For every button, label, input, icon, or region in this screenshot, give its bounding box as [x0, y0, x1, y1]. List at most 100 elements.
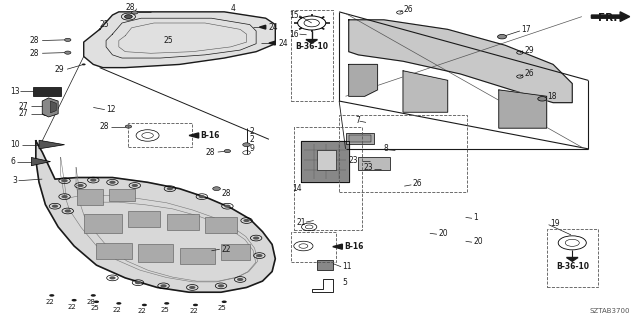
Text: 15: 15	[289, 11, 299, 20]
Circle shape	[65, 38, 71, 42]
Text: 28: 28	[100, 122, 109, 131]
Polygon shape	[84, 214, 122, 233]
Circle shape	[45, 113, 49, 115]
Text: 22: 22	[189, 308, 198, 314]
Text: FR.: FR.	[598, 13, 617, 23]
Text: 22: 22	[45, 299, 54, 305]
Bar	[317, 150, 336, 170]
Polygon shape	[138, 244, 173, 262]
Circle shape	[61, 179, 68, 182]
Text: 21: 21	[296, 218, 306, 227]
Circle shape	[61, 195, 68, 198]
Text: 22: 22	[221, 245, 230, 254]
Text: 13: 13	[10, 87, 20, 96]
Polygon shape	[333, 244, 342, 249]
Text: 8: 8	[384, 144, 388, 153]
Text: 20: 20	[473, 237, 483, 246]
Text: 10: 10	[10, 140, 20, 149]
Circle shape	[77, 184, 84, 187]
Bar	[129, 123, 192, 147]
Bar	[291, 232, 336, 262]
Text: 23: 23	[349, 156, 358, 164]
Polygon shape	[33, 87, 61, 96]
Text: 24: 24	[278, 39, 288, 48]
Text: 12: 12	[106, 105, 116, 114]
Text: 2: 2	[250, 135, 255, 144]
Circle shape	[82, 63, 86, 65]
Circle shape	[212, 187, 220, 191]
Text: 22: 22	[113, 307, 121, 313]
Polygon shape	[109, 189, 135, 201]
Polygon shape	[84, 12, 275, 68]
Text: 28: 28	[125, 3, 135, 12]
Circle shape	[253, 236, 259, 240]
Circle shape	[65, 209, 71, 212]
Circle shape	[91, 294, 96, 297]
Circle shape	[65, 51, 71, 54]
Circle shape	[109, 181, 116, 184]
Circle shape	[538, 97, 547, 101]
Bar	[547, 228, 598, 287]
Circle shape	[497, 35, 506, 39]
Text: 29: 29	[55, 65, 65, 74]
Circle shape	[221, 300, 227, 303]
Polygon shape	[179, 248, 214, 264]
Text: 26: 26	[403, 5, 413, 14]
Polygon shape	[205, 217, 237, 233]
Bar	[349, 134, 371, 142]
Text: 29: 29	[524, 45, 534, 55]
Bar	[317, 260, 333, 270]
Text: 25: 25	[90, 305, 99, 311]
Circle shape	[224, 149, 230, 153]
Circle shape	[224, 204, 230, 208]
Text: 20: 20	[438, 229, 448, 238]
Text: 7: 7	[355, 116, 360, 125]
Text: 28: 28	[205, 148, 214, 156]
Text: 26: 26	[413, 180, 422, 188]
Circle shape	[132, 11, 138, 14]
Text: B-36-10: B-36-10	[295, 42, 328, 52]
Text: 25: 25	[164, 36, 173, 45]
Polygon shape	[499, 90, 547, 128]
Circle shape	[45, 106, 49, 108]
Text: 19: 19	[550, 219, 559, 228]
Bar	[339, 116, 467, 192]
Bar	[291, 10, 333, 101]
Circle shape	[125, 15, 132, 19]
Polygon shape	[42, 98, 58, 117]
Circle shape	[109, 276, 116, 279]
Circle shape	[164, 302, 170, 305]
Polygon shape	[566, 258, 578, 261]
Bar	[294, 126, 362, 230]
Polygon shape	[167, 214, 198, 230]
Text: 28: 28	[29, 49, 39, 58]
Circle shape	[52, 204, 58, 208]
Polygon shape	[97, 243, 132, 259]
Circle shape	[218, 284, 224, 287]
Polygon shape	[36, 141, 275, 292]
Text: 25: 25	[100, 20, 109, 29]
Bar	[346, 133, 374, 144]
Polygon shape	[31, 157, 51, 166]
Text: B-16: B-16	[344, 242, 364, 251]
Text: 3: 3	[12, 176, 17, 185]
Text: 11: 11	[342, 262, 352, 271]
Text: B-16: B-16	[200, 131, 220, 140]
Polygon shape	[349, 64, 378, 96]
Circle shape	[256, 254, 262, 257]
Circle shape	[125, 125, 132, 128]
Polygon shape	[349, 20, 572, 103]
Text: 16: 16	[289, 30, 299, 39]
Polygon shape	[306, 40, 317, 44]
Circle shape	[167, 187, 173, 190]
Circle shape	[198, 195, 205, 198]
Text: 22: 22	[138, 308, 147, 314]
Circle shape	[243, 219, 250, 222]
Polygon shape	[129, 211, 161, 227]
Circle shape	[49, 294, 54, 297]
Text: 22: 22	[68, 304, 77, 309]
Circle shape	[135, 281, 141, 284]
Text: 24: 24	[269, 23, 278, 32]
Polygon shape	[39, 140, 65, 149]
Polygon shape	[51, 101, 56, 113]
